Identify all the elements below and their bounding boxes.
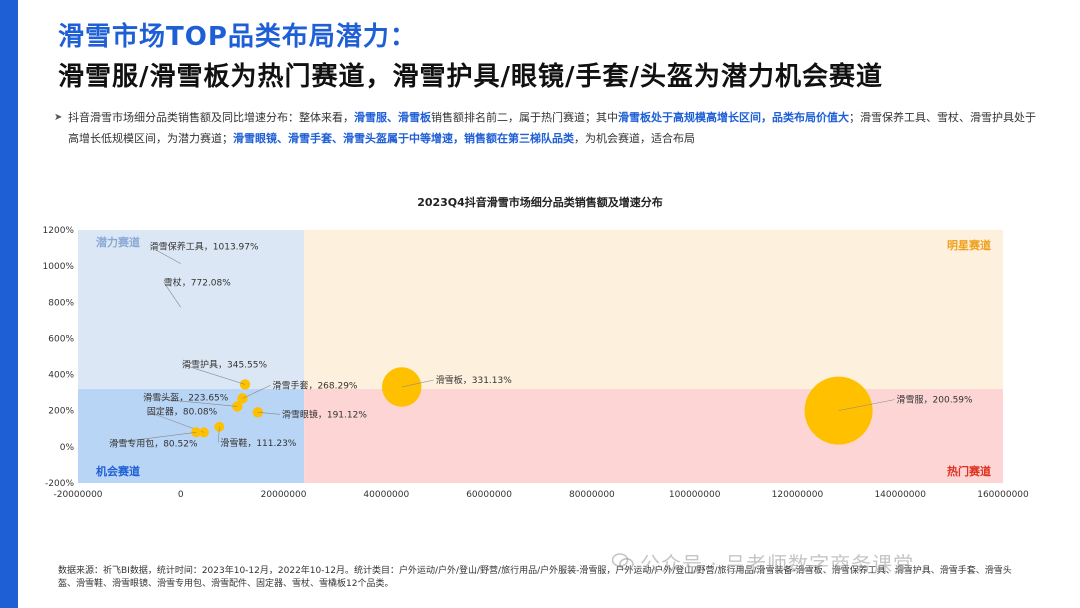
label-leader-line: [257, 412, 280, 415]
y-tick-label: 400%: [48, 371, 74, 381]
label-leader-line: [109, 432, 197, 444]
y-tick-label: 1200%: [43, 226, 75, 236]
x-tick-label: 0: [178, 490, 184, 500]
data-label: 滑雪头盔，223.65%: [143, 391, 228, 403]
page-subtitle: 滑雪服/滑雪板为热门赛道，滑雪护具/眼镜/手套/头盔为潜力机会赛道: [58, 62, 883, 92]
x-tick-label: 160000000: [977, 490, 1029, 500]
bullet-arrow-icon: ➤: [54, 112, 63, 123]
summary-text: ➤ 抖音滑雪市场细分品类销售额及同比增速分布：整体来看，滑雪服、滑雪板销售额排名…: [54, 107, 1038, 149]
accent-bar: [0, 0, 18, 608]
x-tick-label: 120000000: [772, 490, 824, 500]
summary-part-1: 滑雪服、滑雪板: [354, 111, 431, 124]
x-tick-label: -20000000: [53, 490, 102, 500]
label-leader-line: [143, 397, 238, 407]
label-leader-line: [218, 426, 220, 443]
data-label: 滑雪保养工具，1013.97%: [150, 241, 259, 253]
y-tick-label: 800%: [48, 298, 74, 308]
data-label: 滑雪护具，345.55%: [182, 358, 267, 370]
quadrant-bottom-right: [304, 389, 1004, 483]
quadrant-top-left: [78, 230, 305, 390]
label-leader-line: [242, 385, 271, 399]
quadrant-label: 机会赛道: [96, 464, 140, 478]
data-label: 滑雪服，200.59%: [897, 395, 973, 406]
x-tick-label: 100000000: [669, 490, 721, 500]
y-tick-label: -200%: [45, 479, 74, 489]
y-tick-label: 600%: [48, 334, 74, 344]
wechat-icon: [611, 552, 634, 576]
x-tick-label: 140000000: [874, 490, 926, 500]
x-tick-label: 40000000: [363, 490, 409, 500]
data-label: 滑雪手套，268.29%: [272, 379, 357, 391]
quadrant-bottom-left: [78, 389, 305, 483]
data-label: 雪杖，772.08%: [164, 276, 231, 288]
x-tick-label: 80000000: [569, 490, 615, 500]
quadrant-label: 明星赛道: [947, 238, 991, 252]
y-tick-label: 1000%: [43, 262, 75, 272]
label-leader-line: [838, 399, 895, 411]
summary-part-5: 滑雪眼镜、滑雪手套、滑雪头盔属于中等增速，销售额在第三梯队品类: [233, 132, 574, 145]
label-leader-line: [163, 282, 182, 308]
x-tick-label: 20000000: [261, 490, 307, 500]
summary-part-2: 销售额排名前二，属于热门赛道；其中: [431, 111, 618, 124]
summary-part-4: ；滑雪保养工具、雪杖、滑雪护具处于高增长低规模区间，为潜力赛道；: [68, 111, 1036, 145]
footnote: 数据来源：祈飞BI数据，统计时间：2023年10-12月，2022年10-12月…: [58, 566, 1012, 589]
chart-title: 2023Q4抖音滑雪市场细分品类销售额及增速分布: [417, 196, 663, 209]
y-tick-label: 0%: [60, 443, 75, 453]
label-leader-line: [401, 379, 434, 388]
bubble-point: [237, 393, 248, 404]
quadrant-label: 热门赛道: [947, 464, 991, 478]
label-leader-line: [149, 246, 181, 264]
summary-part-3: 滑雪板处于高规模高增长区间，品类布局价值大: [618, 111, 849, 124]
data-label: 滑雪鞋，111.23%: [220, 437, 296, 449]
watermark: 公众号 · 吕老师数字商务课堂: [611, 548, 915, 577]
quadrant-top-right: [304, 230, 1004, 390]
summary-part-0: 抖音滑雪市场细分品类销售额及同比增速分布：整体来看，: [68, 111, 354, 124]
watermark-text: 公众号 · 吕老师数字商务课堂: [640, 552, 915, 576]
data-label: 滑雪眼镜，191.12%: [282, 408, 367, 420]
data-label: 固定器，80.08%: [147, 405, 218, 417]
data-label: 滑雪专用包，80.52%: [109, 437, 198, 449]
x-tick-label: 60000000: [466, 490, 512, 500]
y-tick-label: 200%: [48, 407, 74, 417]
summary-part-6: ，为机会赛道，适合布局: [574, 132, 695, 145]
data-label: 滑雪板，331.13%: [436, 374, 512, 386]
quadrant-label: 潜力赛道: [96, 235, 140, 249]
page-title: 滑雪市场TOP品类布局潜力：: [58, 22, 417, 52]
label-leader-line: [181, 364, 246, 385]
